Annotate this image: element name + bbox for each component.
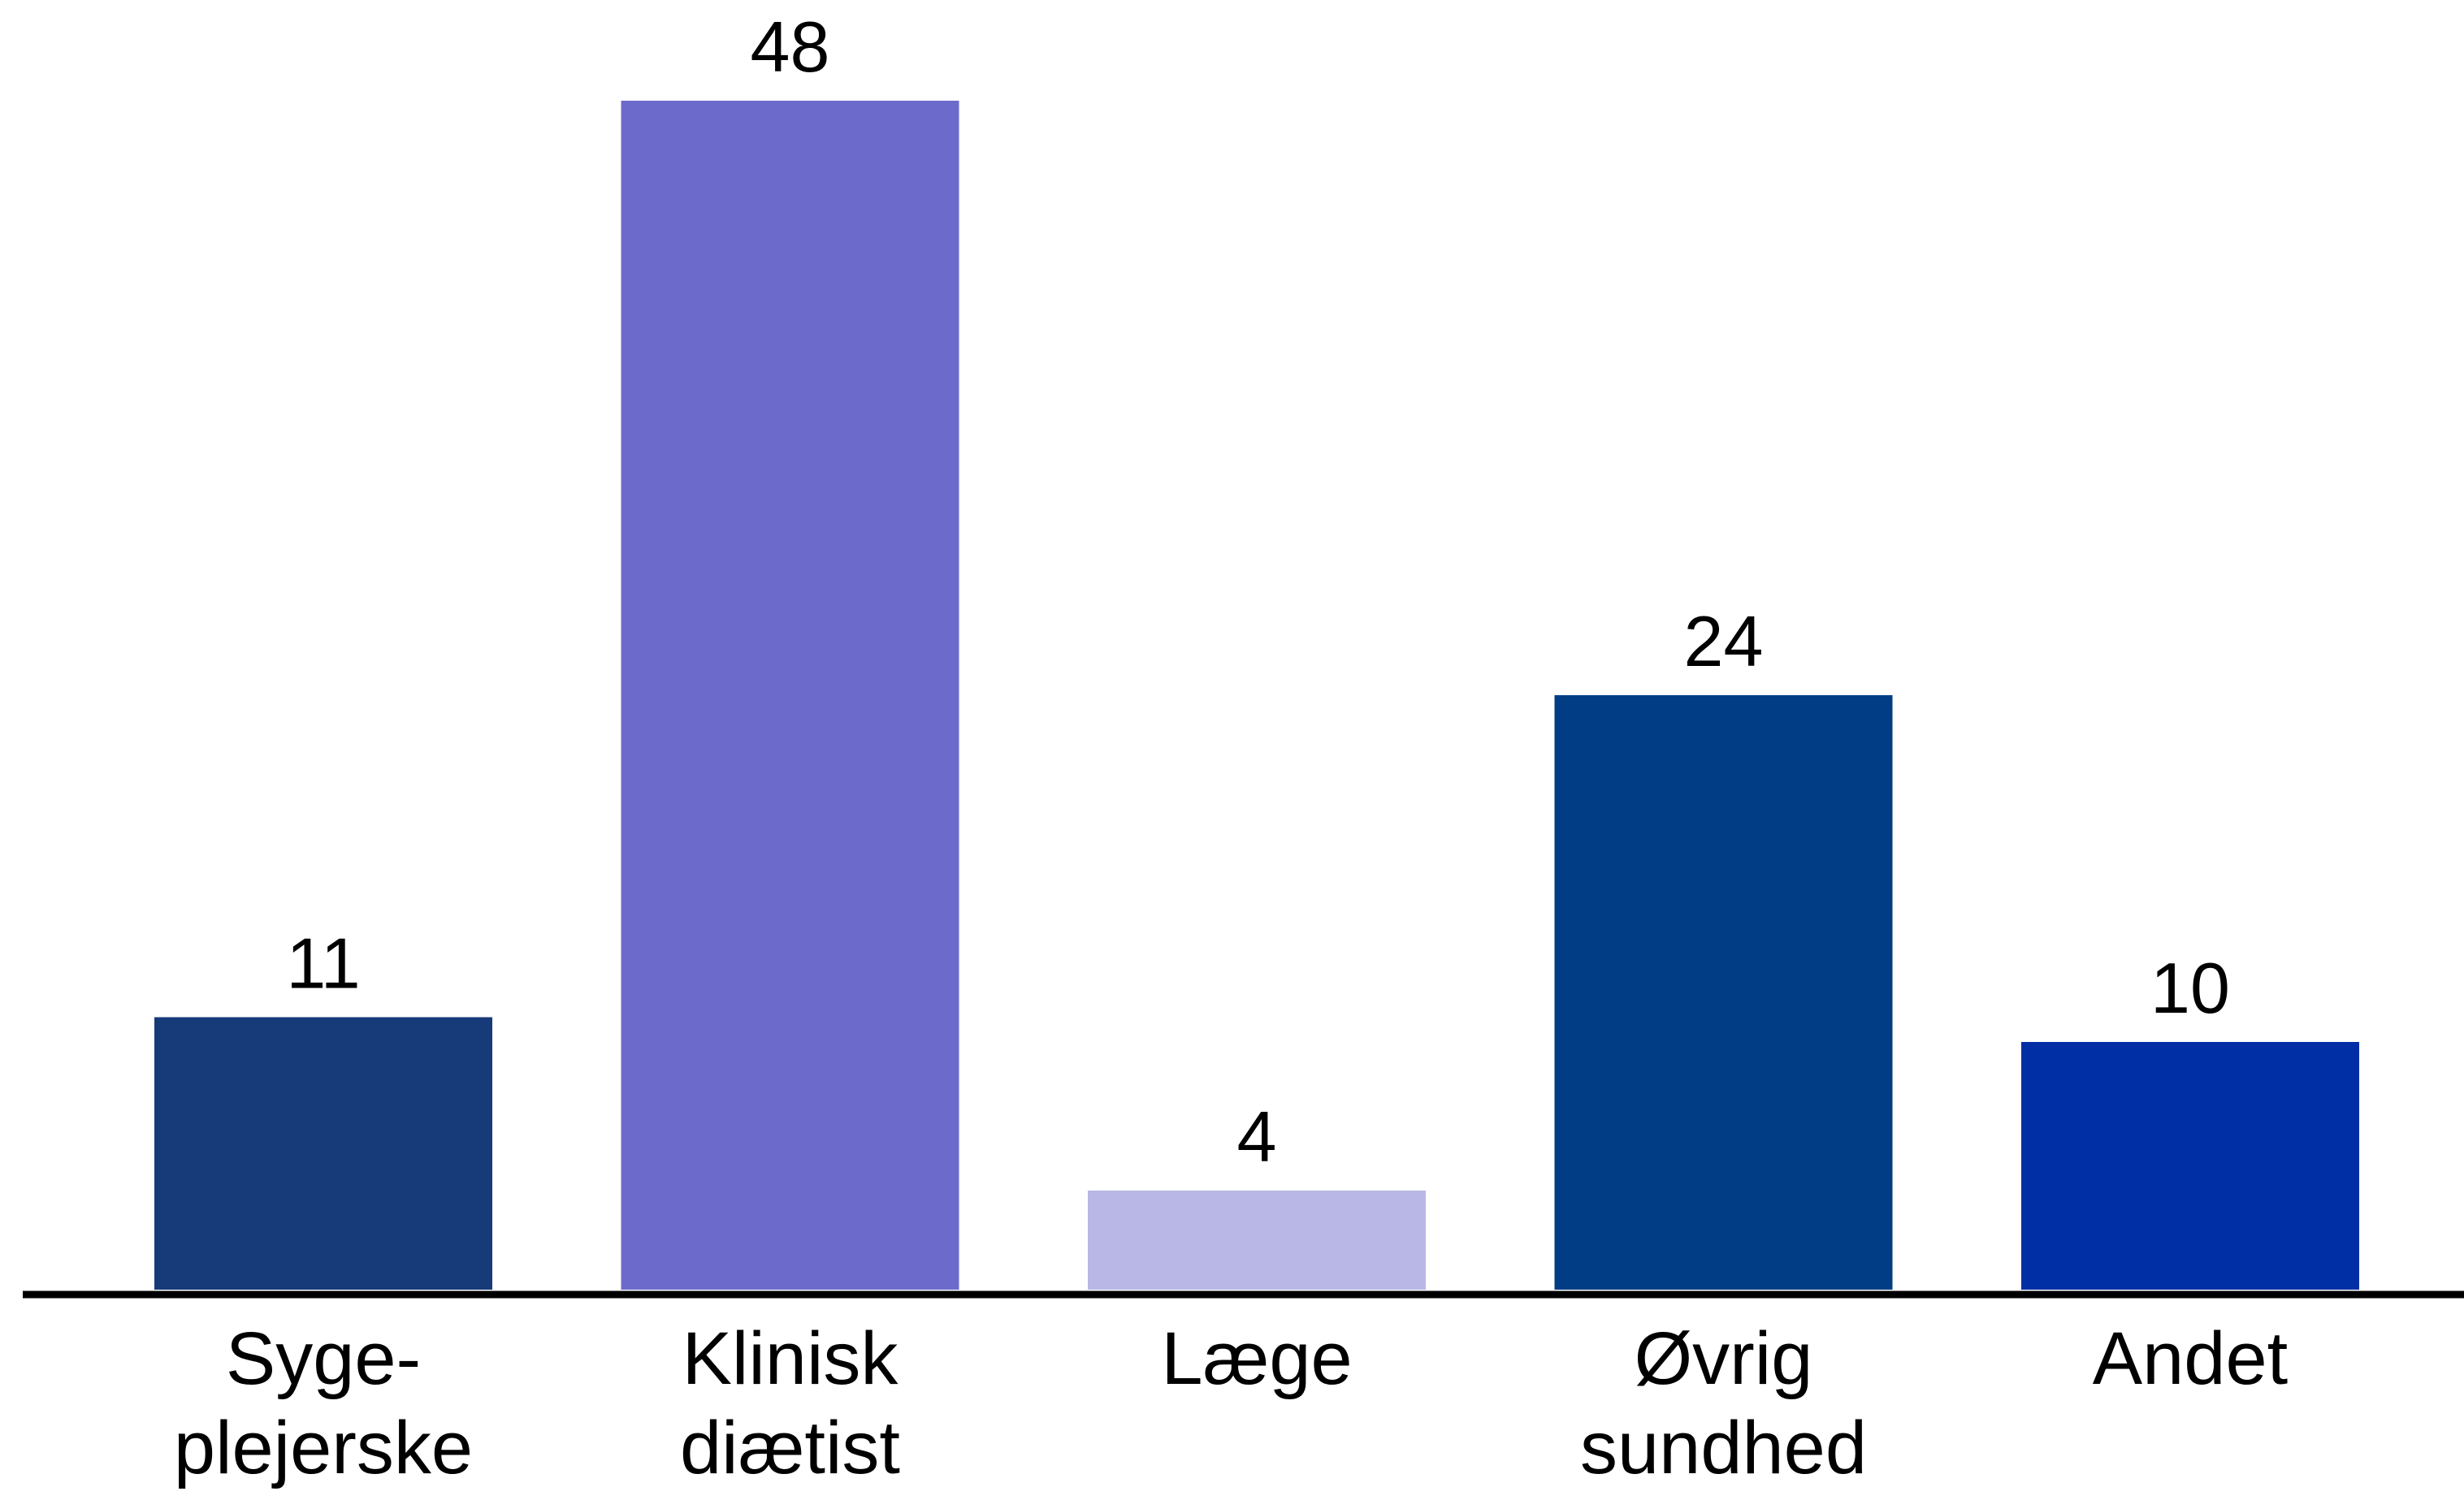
- bar-3: [1554, 695, 1893, 1290]
- category-label-1-line-1: diætist: [680, 1407, 900, 1489]
- category-label-4-line-0: Andet: [2093, 1317, 2288, 1400]
- value-label-3: 24: [1684, 601, 1764, 681]
- value-labels-layer: 11 48 4 24 10: [286, 6, 2230, 1177]
- category-label-0-line-0: Syge-: [226, 1317, 421, 1400]
- bar-4: [2021, 1042, 2359, 1290]
- value-label-0: 11: [286, 923, 360, 1004]
- category-label-1: Klinisk diætist: [680, 1317, 900, 1489]
- category-label-0: Syge-plejerske: [174, 1317, 473, 1489]
- category-labels-layer: Syge-plejerske Klinisk diætist Læge Øvrig sun…: [174, 1317, 2288, 1489]
- bar-1: [621, 101, 959, 1290]
- category-label-3: Øvrig sundhed: [1580, 1317, 1867, 1489]
- value-label-1: 48: [751, 6, 830, 87]
- bar-0: [154, 1017, 492, 1290]
- category-label-0-line-1: plejerske: [174, 1407, 473, 1489]
- value-label-2: 4: [1237, 1096, 1277, 1177]
- category-label-3-line-0: Øvrig: [1635, 1317, 1813, 1400]
- category-label-4: Andet: [2093, 1317, 2288, 1400]
- category-label-2: Læge: [1161, 1317, 1352, 1400]
- category-label-1-line-0: Klinisk: [682, 1317, 899, 1400]
- category-label-3-line-1: sundhed: [1580, 1407, 1867, 1489]
- category-label-2-line-0: Læge: [1161, 1317, 1352, 1400]
- value-label-4: 10: [2150, 948, 2230, 1028]
- bars-layer: [154, 101, 2359, 1290]
- bar-2: [1088, 1191, 1426, 1290]
